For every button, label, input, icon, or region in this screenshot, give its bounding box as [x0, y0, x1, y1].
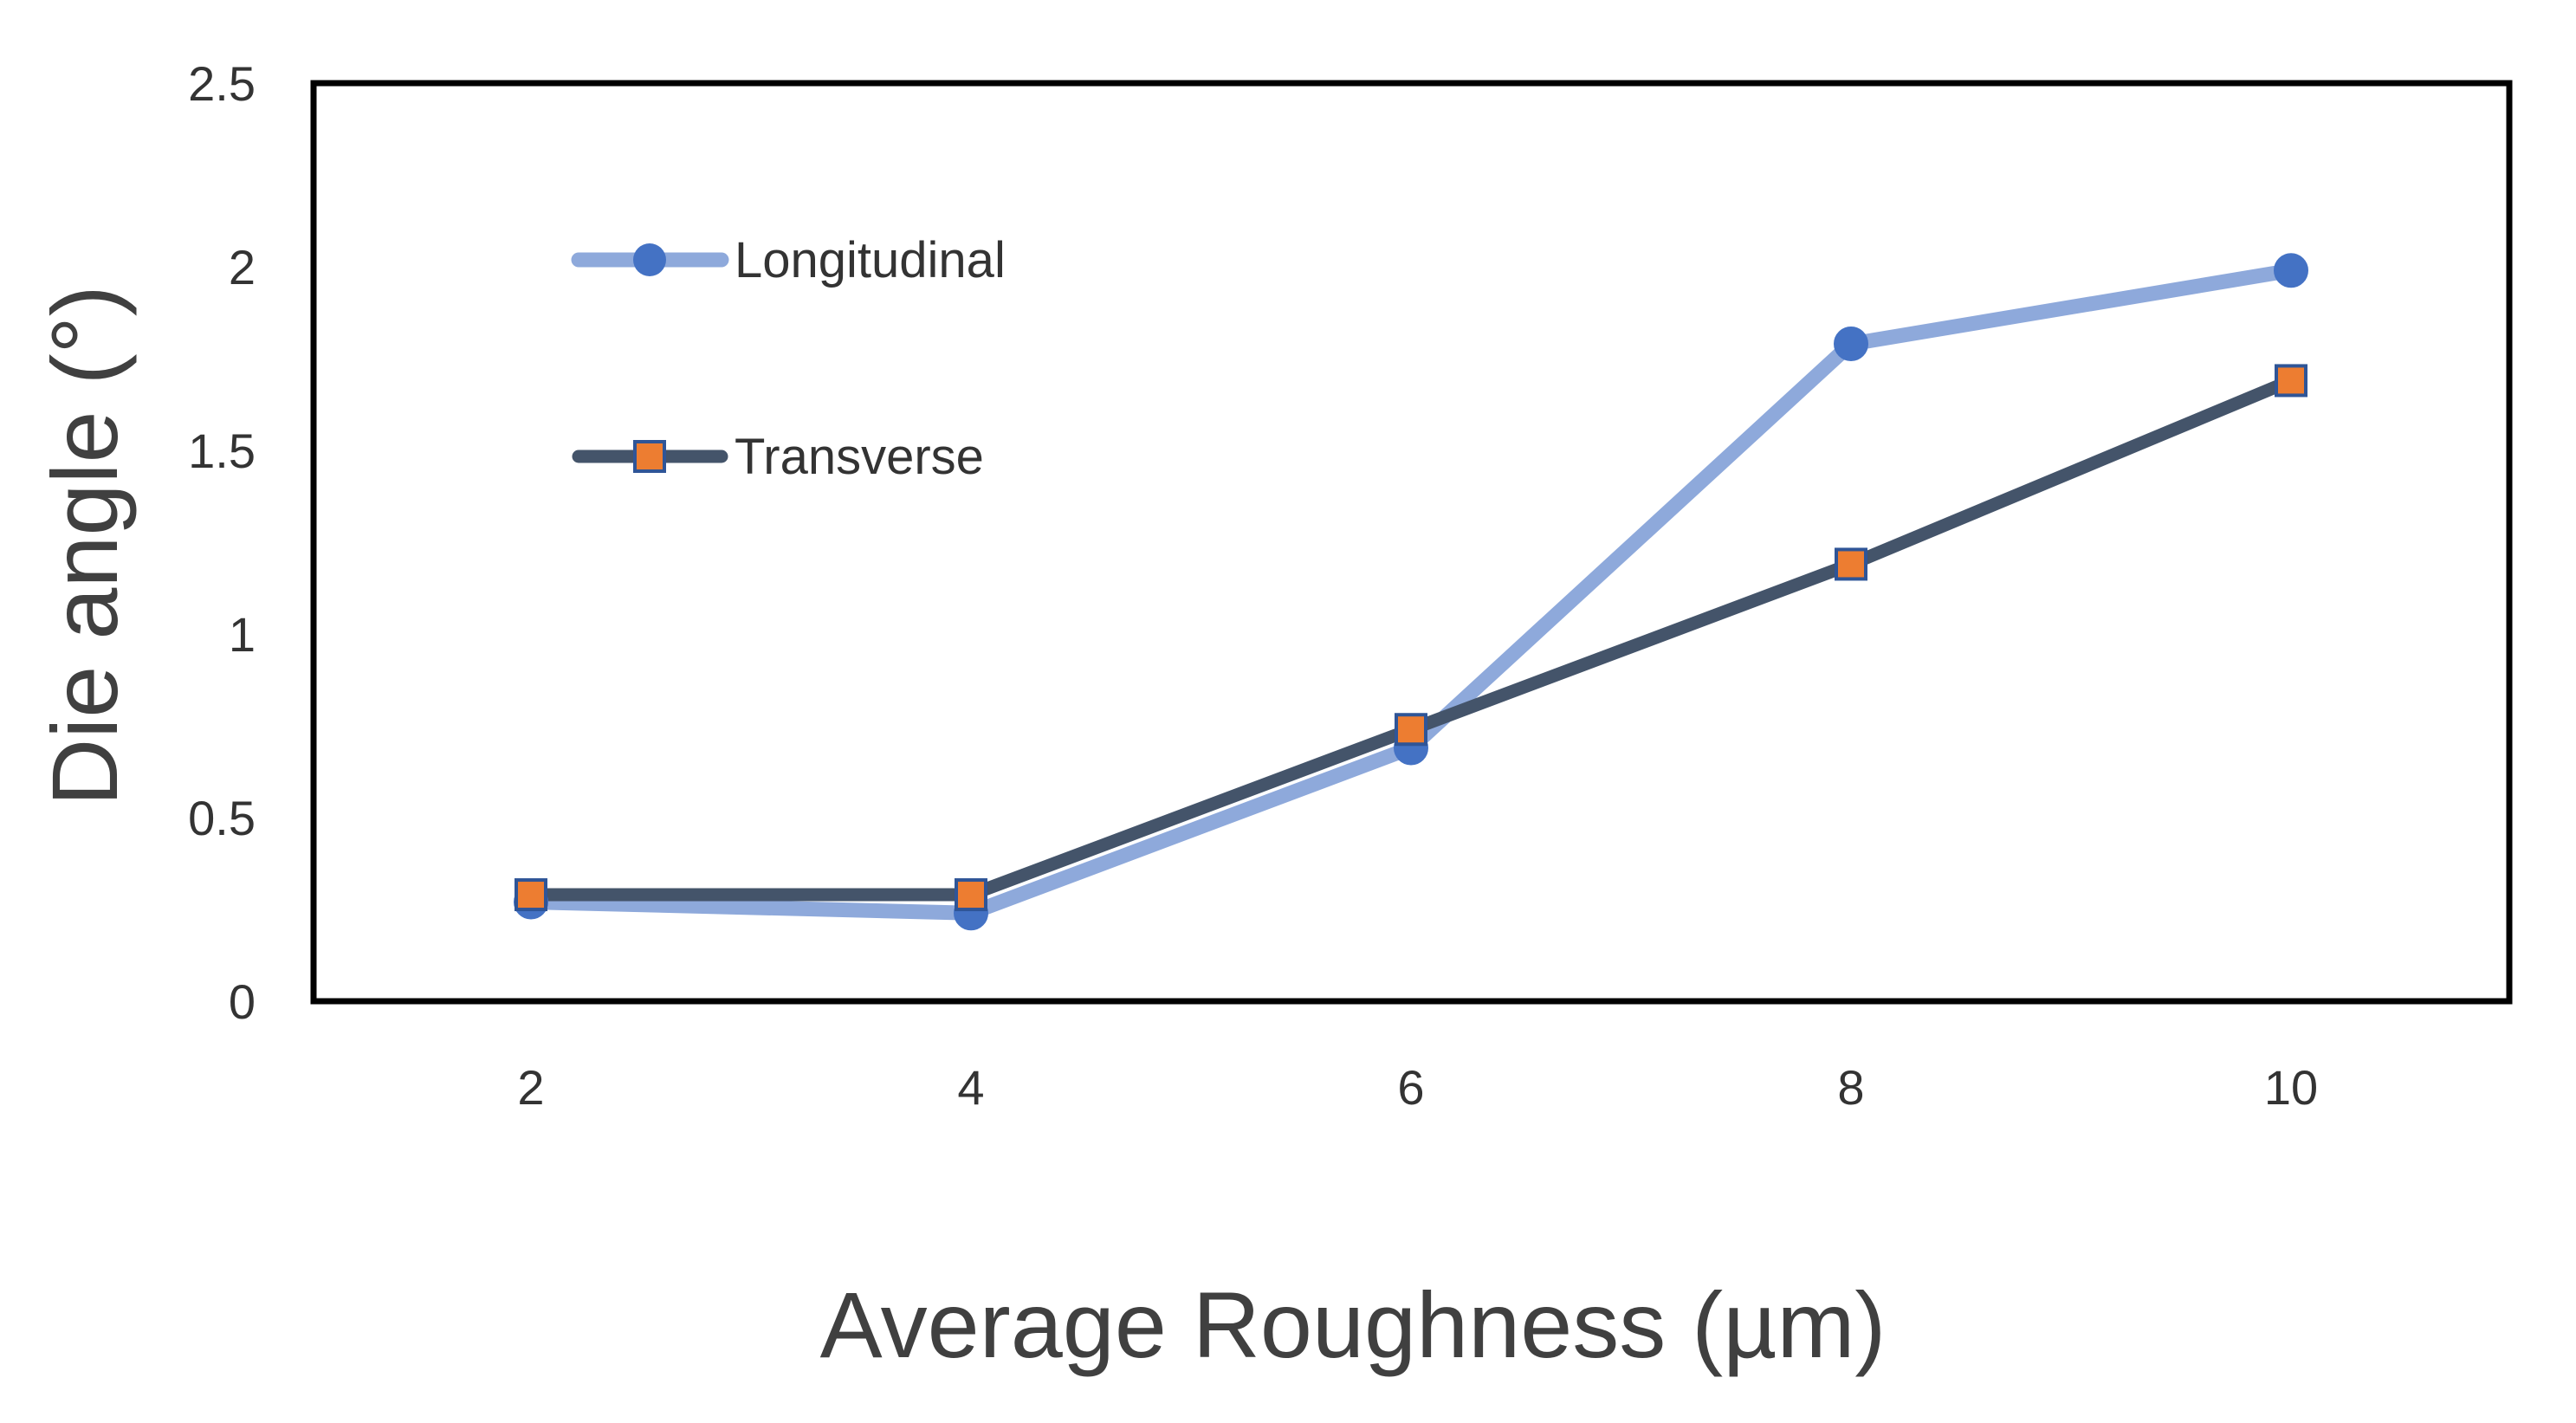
legend-marker-transverse: [633, 440, 666, 473]
x-axis-ticks: 2 4 6 8 10: [517, 1060, 2318, 1115]
x-tick-label: 2: [517, 1060, 544, 1115]
y-tick-label: 2: [229, 240, 256, 294]
x-tick-label: 10: [2264, 1060, 2318, 1115]
y-tick-label: 0.5: [188, 791, 256, 845]
data-point-transverse: [955, 878, 987, 912]
y-tick-label: 1: [229, 607, 256, 662]
x-axis-title: Average Roughness (µm): [820, 1272, 1887, 1377]
data-point-transverse: [1395, 713, 1427, 747]
data-point-longitudinal: [1834, 327, 1868, 362]
legend-label-longitudinal: Longitudinal: [735, 232, 1006, 288]
y-axis-ticks: 0 0.5 1 1.5 2 2.5: [188, 56, 256, 1029]
x-tick-label: 8: [1837, 1060, 1864, 1115]
data-point-longitudinal: [2274, 253, 2308, 288]
x-tick-label: 4: [957, 1060, 984, 1115]
legend-marker-longitudinal: [633, 243, 666, 276]
legend: Longitudinal Transverse: [571, 232, 1006, 485]
y-axis-title: Die angle (°): [32, 285, 137, 805]
data-point-transverse: [2275, 364, 2307, 398]
data-point-transverse: [515, 878, 547, 912]
y-tick-label: 2.5: [188, 56, 256, 111]
series-layer: [514, 253, 2308, 931]
y-tick-label: 0: [229, 974, 256, 1029]
plot-area-frame: [310, 80, 2513, 1005]
legend-label-transverse: Transverse: [735, 429, 984, 485]
x-tick-label: 6: [1397, 1060, 1424, 1115]
y-tick-label: 1.5: [188, 424, 256, 478]
data-point-transverse: [1835, 547, 1867, 581]
